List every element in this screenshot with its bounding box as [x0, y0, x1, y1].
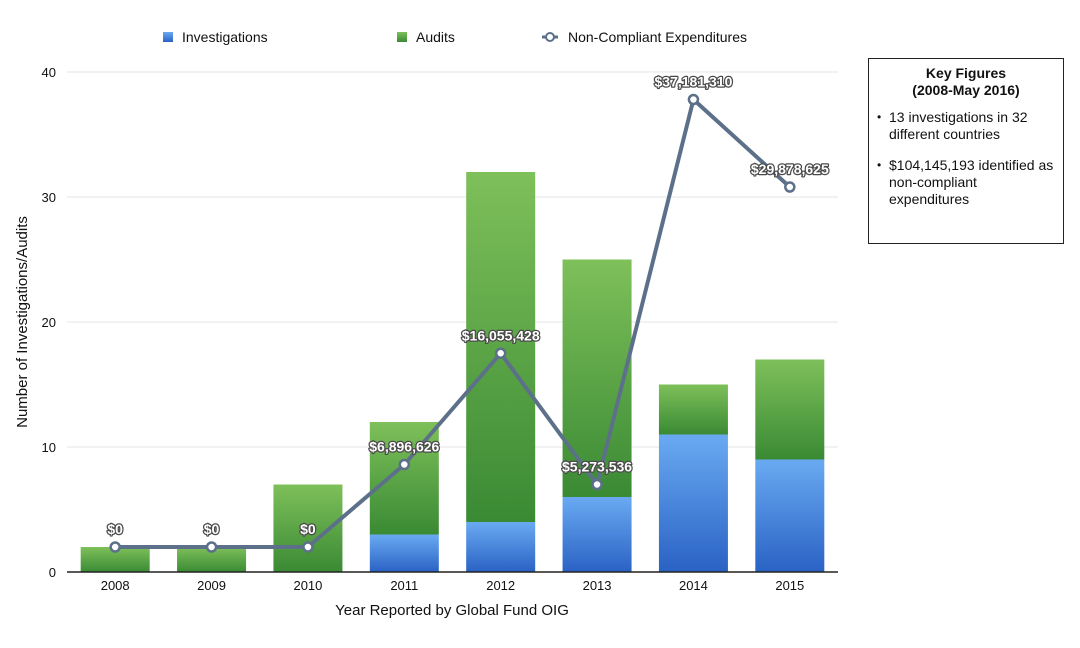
y-tick-label: 30	[42, 190, 56, 205]
legend-label-expenditures: Non-Compliant Expenditures	[568, 29, 747, 45]
x-axis-title: Year Reported by Global Fund OIG	[335, 602, 569, 619]
key-figures-title: Key Figures (2008-May 2016)	[877, 65, 1055, 99]
expenditure-label: $37,181,310	[655, 74, 733, 90]
expenditure-point	[591, 478, 603, 491]
expenditure-point	[784, 181, 796, 193]
expenditure-label: $6,896,626	[369, 439, 439, 455]
y-axis-ticks: 0 10 20 30 40	[42, 65, 56, 580]
expenditure-label: $29,878,625	[751, 161, 829, 177]
expenditure-label: $0	[204, 521, 220, 537]
legend-swatch-investigations	[163, 32, 173, 42]
x-tick-label: 2010	[293, 578, 322, 593]
gridlines	[67, 71, 838, 448]
y-tick-label: 10	[42, 440, 56, 455]
bar-audits	[562, 259, 632, 497]
expenditure-labels: $0 $0 $0 $6,896,626 $16,055,428 $5,273,536 $37…	[106, 72, 830, 538]
x-axis-ticks: 2008 2009 2010 2011 2012 2013 2014 2015	[101, 578, 805, 593]
expenditure-point	[205, 541, 218, 553]
legend-marker-expenditures	[545, 32, 555, 42]
key-figures-box: Key Figures (2008-May 2016) • 13 investi…	[868, 58, 1064, 244]
x-tick-label: 2012	[486, 578, 515, 593]
expenditure-point	[687, 93, 700, 106]
key-figure-item: • 13 investigations in 32 different coun…	[877, 109, 1055, 143]
bullet-icon: •	[877, 110, 882, 124]
bar-investigations	[466, 522, 536, 572]
x-tick-label: 2015	[775, 578, 804, 593]
y-tick-label: 20	[42, 315, 56, 330]
expenditure-label: $16,055,428	[462, 327, 540, 343]
legend: Investigations Audits Non-Compliant Expe…	[163, 29, 747, 45]
x-tick-label: 2014	[679, 578, 708, 593]
bar-audits	[658, 384, 728, 435]
expenditure-point	[494, 347, 507, 359]
bar-audits	[466, 172, 536, 522]
expenditure-point	[398, 458, 411, 471]
bar-investigations	[658, 434, 728, 572]
y-tick-label: 0	[49, 565, 56, 580]
bar-investigations	[755, 459, 825, 572]
legend-label-investigations: Investigations	[182, 29, 268, 45]
key-figures-list: • 13 investigations in 32 different coun…	[877, 109, 1055, 208]
x-tick-label: 2008	[101, 578, 130, 593]
bullet-icon: •	[877, 158, 882, 172]
key-figure-text: $104,145,193 identified as non-compliant…	[889, 157, 1054, 207]
x-tick-label: 2011	[390, 578, 418, 593]
expenditure-point	[302, 541, 314, 553]
key-figure-text: 13 investigations in 32 different countr…	[889, 109, 1028, 142]
expenditure-point	[109, 541, 121, 553]
y-axis-title: Number of Investigations/Audits	[14, 216, 31, 428]
bar-investigations	[369, 534, 439, 572]
expenditure-label: $5,273,536	[562, 459, 632, 475]
expenditure-line	[109, 93, 796, 553]
legend-swatch-audits	[397, 32, 407, 42]
bars	[80, 172, 825, 572]
bar-investigations	[562, 497, 632, 572]
x-tick-label: 2013	[583, 578, 612, 593]
x-tick-label: 2009	[197, 578, 226, 593]
expenditure-label: $0	[107, 521, 123, 537]
bar-audits	[755, 359, 825, 460]
key-figures-title-line1: Key Figures	[925, 65, 1007, 81]
legend-label-audits: Audits	[416, 29, 455, 45]
key-figures-title-line2: (2008-May 2016)	[912, 82, 1020, 98]
expenditure-line-path	[115, 97, 792, 549]
expenditure-label: $0	[300, 521, 316, 537]
key-figure-item: • $104,145,193 identified as non-complia…	[877, 157, 1055, 208]
y-tick-label: 40	[42, 65, 56, 80]
